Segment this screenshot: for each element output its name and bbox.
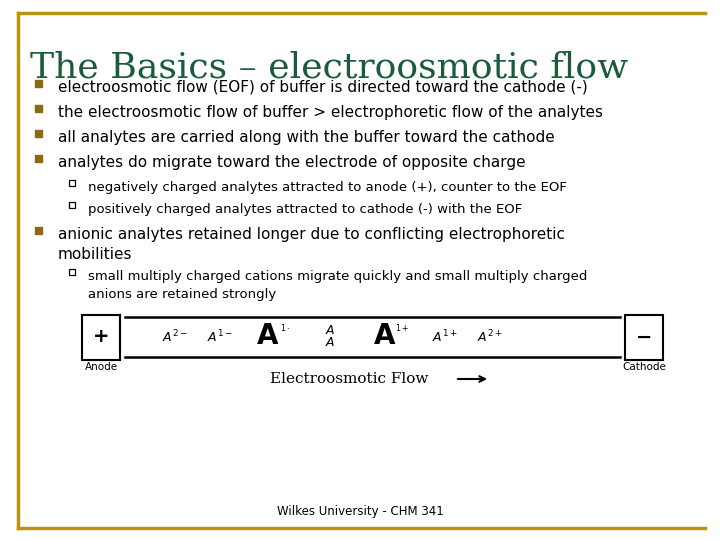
- Bar: [69, 269, 75, 275]
- Text: negatively charged analytes attracted to anode (+), counter to the EOF: negatively charged analytes attracted to…: [88, 181, 567, 194]
- Text: small multiply charged cations migrate quickly and small multiply charged: small multiply charged cations migrate q…: [88, 270, 588, 283]
- Bar: [69, 180, 75, 186]
- Bar: [35, 79, 42, 86]
- Text: Anode: Anode: [84, 361, 117, 372]
- Bar: [35, 130, 42, 137]
- Bar: [35, 226, 42, 233]
- Text: Cathode: Cathode: [622, 361, 666, 372]
- Text: all analytes are carried along with the buffer toward the cathode: all analytes are carried along with the …: [58, 130, 554, 145]
- Text: $A^{1-}$: $A^{1-}$: [207, 329, 233, 345]
- Text: positively charged analytes attracted to cathode (-) with the EOF: positively charged analytes attracted to…: [88, 203, 522, 216]
- Text: anionic analytes retained longer due to conflicting electrophoretic: anionic analytes retained longer due to …: [58, 227, 565, 242]
- Text: −: −: [636, 327, 652, 347]
- Bar: [625, 314, 663, 360]
- Text: $A$: $A$: [325, 336, 336, 349]
- Bar: [35, 105, 42, 111]
- Text: Electroosmotic Flow: Electroosmotic Flow: [270, 372, 428, 386]
- Bar: [82, 314, 120, 360]
- Text: $A^{2-}$: $A^{2-}$: [162, 329, 188, 345]
- Text: Wilkes University - CHM 341: Wilkes University - CHM 341: [276, 505, 444, 518]
- Text: $^{1+}$: $^{1+}$: [395, 324, 409, 334]
- Text: analytes do migrate toward the electrode of opposite charge: analytes do migrate toward the electrode…: [58, 155, 526, 170]
- Text: $\mathbf{A}$: $\mathbf{A}$: [256, 323, 279, 350]
- Text: $A^{1+}$: $A^{1+}$: [432, 329, 458, 345]
- Text: The Basics – electroosmotic flow: The Basics – electroosmotic flow: [30, 50, 628, 84]
- Text: anions are retained strongly: anions are retained strongly: [88, 288, 276, 301]
- Text: $A$: $A$: [325, 325, 336, 338]
- Text: $\mathbf{A}$: $\mathbf{A}$: [374, 323, 397, 350]
- Text: +: +: [93, 327, 109, 347]
- Bar: [69, 202, 75, 208]
- Text: mobilities: mobilities: [58, 247, 132, 262]
- Text: $^{1\cdot}$: $^{1\cdot}$: [280, 324, 290, 334]
- Text: $A^{2+}$: $A^{2+}$: [477, 329, 503, 345]
- Text: electroosmotic flow (EOF) of buffer is directed toward the cathode (-): electroosmotic flow (EOF) of buffer is d…: [58, 80, 588, 95]
- Bar: [35, 154, 42, 161]
- Text: the electroosmotic flow of buffer > electrophoretic flow of the analytes: the electroosmotic flow of buffer > elec…: [58, 105, 603, 120]
